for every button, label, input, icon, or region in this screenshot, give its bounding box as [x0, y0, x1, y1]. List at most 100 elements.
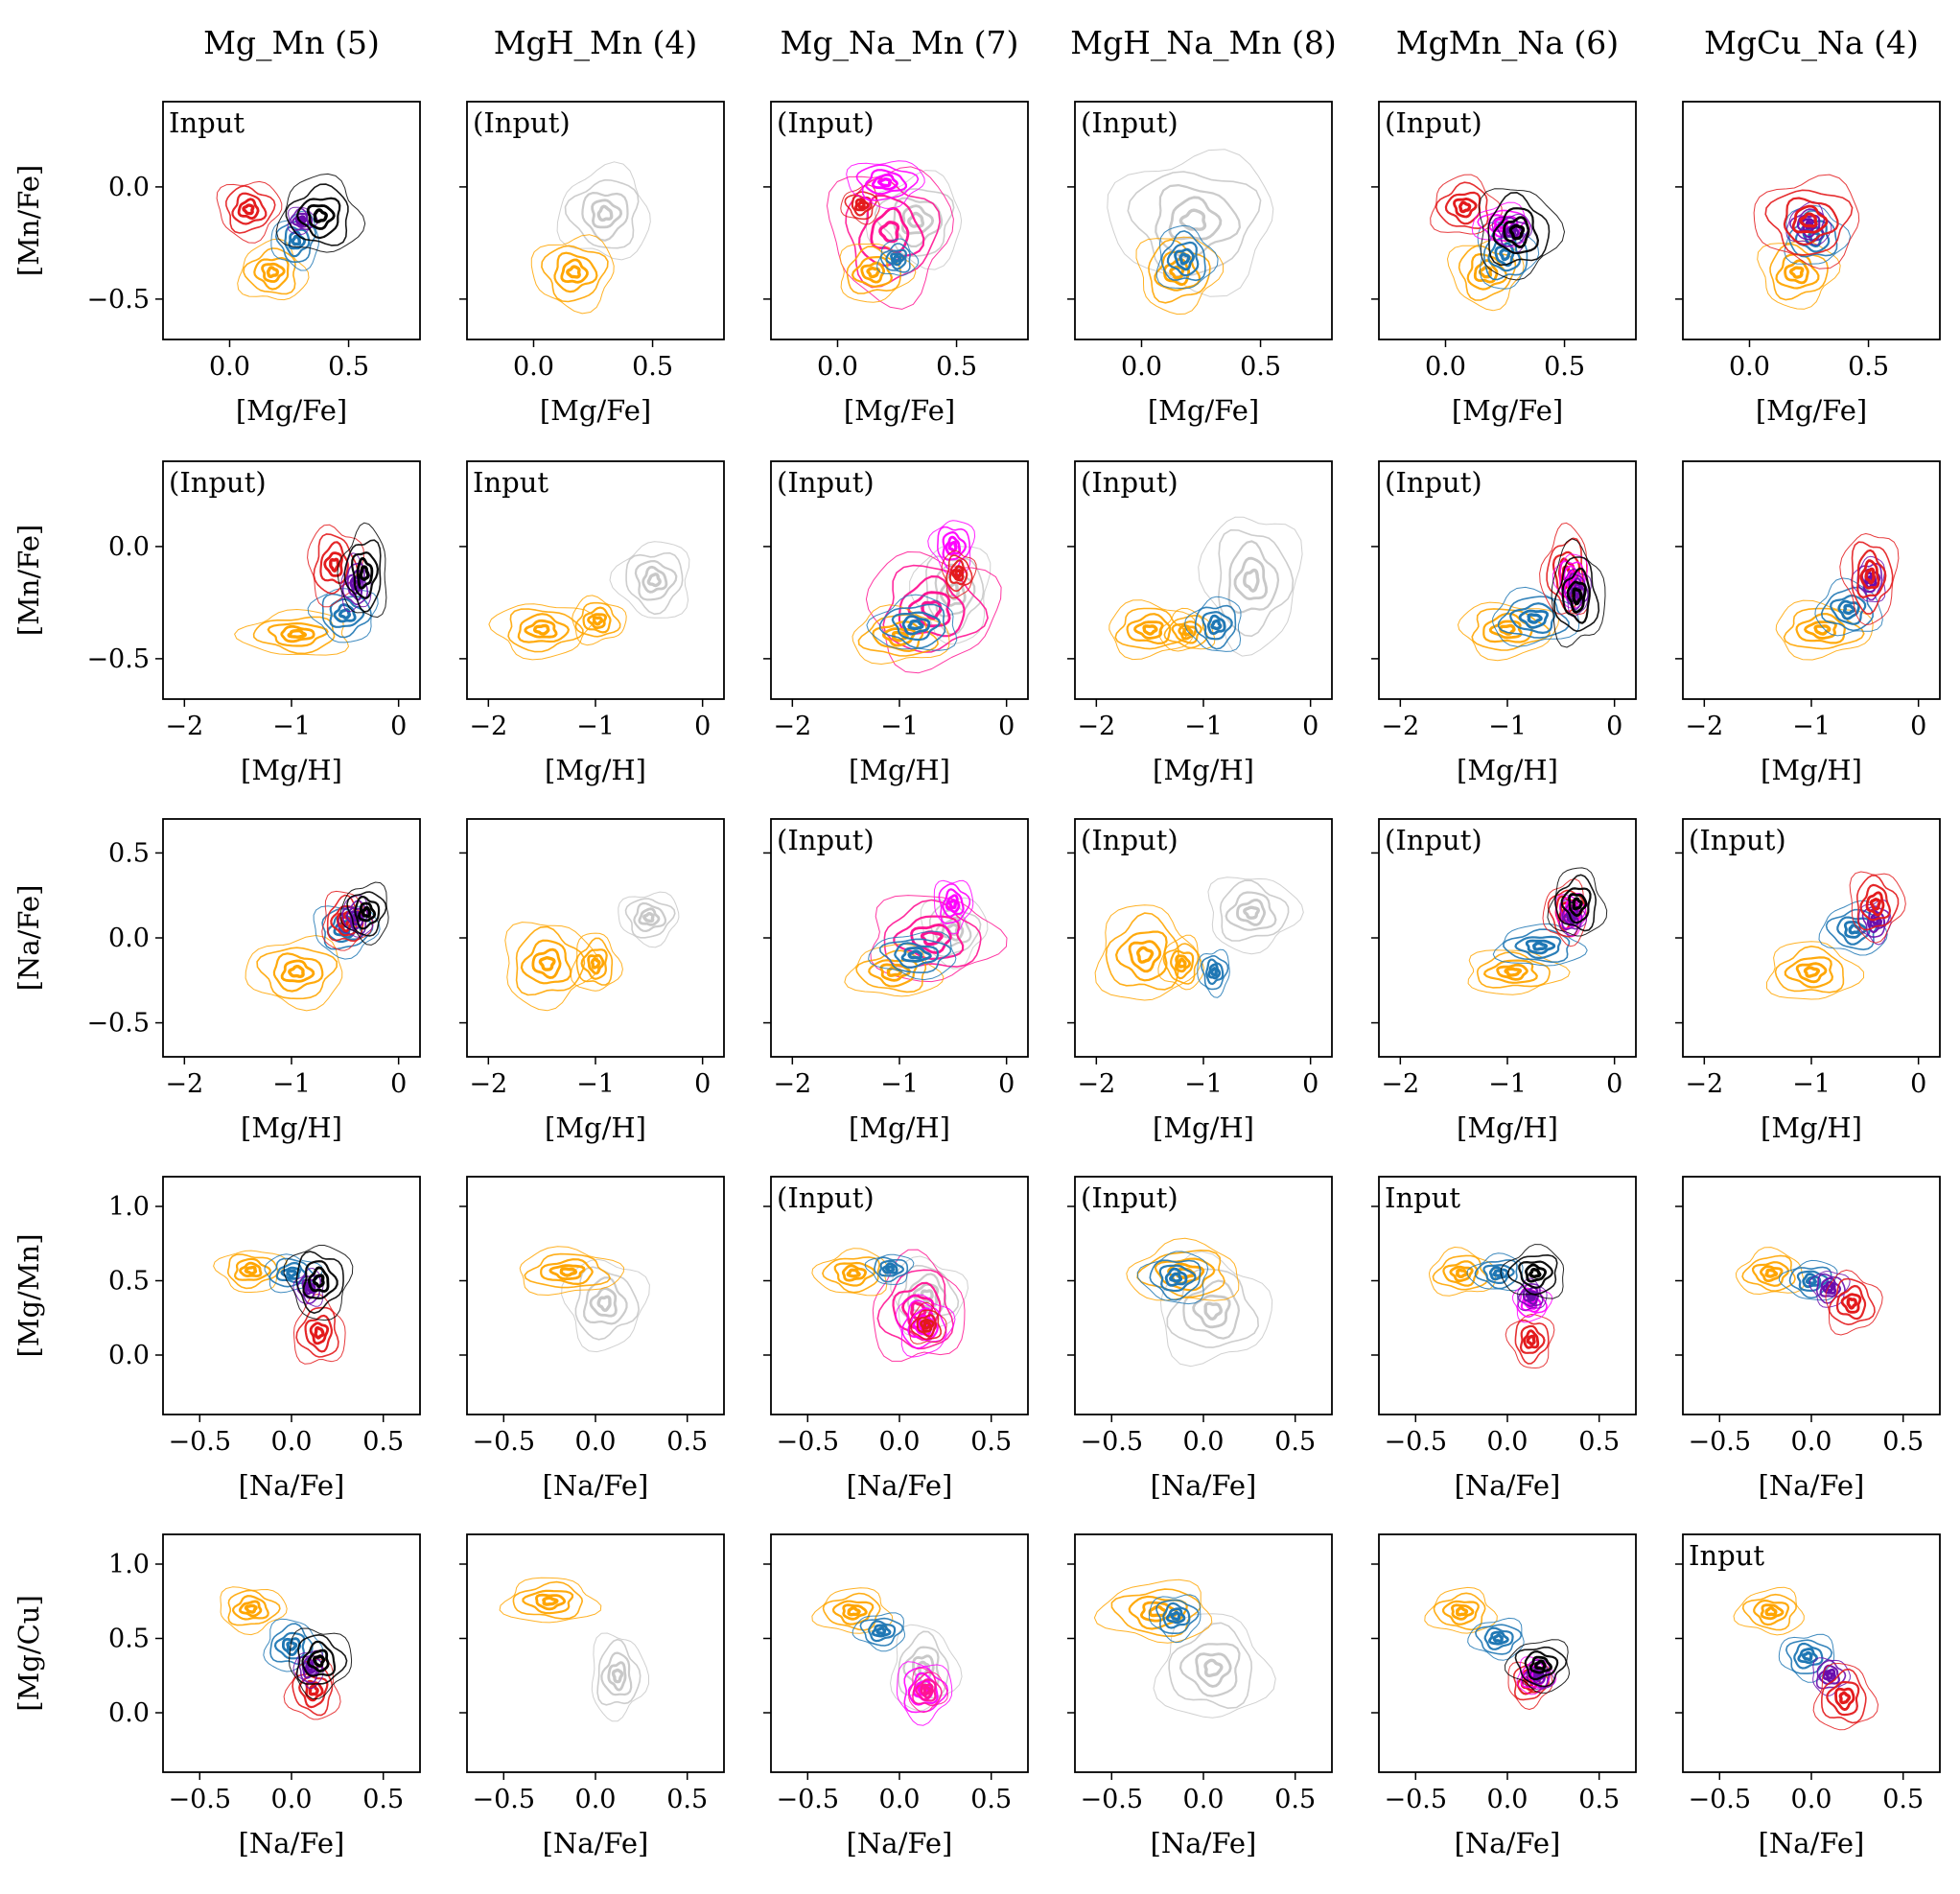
contour-blue: [866, 594, 958, 651]
contour-grey: [618, 891, 680, 948]
contour-black: [301, 1640, 337, 1677]
x-tick-label: −1: [576, 1069, 615, 1099]
input-annotation: Input: [1689, 1539, 1764, 1572]
x-tick-label: 0: [390, 712, 407, 741]
contour-orange: [1442, 1260, 1479, 1287]
contour-magenta: [945, 535, 962, 556]
contour-pink: [827, 166, 954, 310]
contour-grey: [1218, 528, 1295, 638]
contour-blue: [333, 603, 357, 623]
contour-black: [295, 1634, 348, 1685]
contour-black: [361, 905, 372, 919]
contour-orange: [1466, 253, 1508, 291]
contour-grey: [596, 1638, 642, 1706]
subplot: 0.0 0.5 [Mg/Fe]: [1675, 101, 1941, 427]
contour-pink: [921, 599, 943, 620]
x-tick-label: 0.0: [817, 352, 858, 382]
contour-orange: [841, 1264, 867, 1282]
contour-grey: [925, 555, 985, 636]
x-tick-label: 0: [1910, 712, 1926, 741]
contour-orange: [1764, 1268, 1779, 1278]
x-tick-label: −0.5: [473, 1427, 536, 1457]
contour-grey: [1207, 877, 1304, 955]
x-tick-label: −0.5: [1385, 1427, 1448, 1457]
contour-magenta: [907, 1672, 939, 1706]
contour-orange: [272, 952, 324, 993]
contour-orange: [1741, 1593, 1797, 1631]
x-tick-label: 0.5: [1848, 352, 1889, 382]
contour-orange: [1741, 1254, 1796, 1292]
contour-layer: [1753, 174, 1860, 310]
contour-orange: [1114, 607, 1188, 650]
contour-red: [1519, 1324, 1546, 1354]
contour-purple: [341, 562, 369, 605]
contour-orange: [553, 251, 598, 293]
x-tick-label: −2: [1077, 1069, 1115, 1099]
axes-frame: [1682, 460, 1941, 700]
contour-blue: [907, 949, 923, 960]
contour-black: [354, 896, 381, 930]
contour-blue: [1475, 1624, 1523, 1655]
contour-blue: [901, 615, 931, 636]
contour-blue: [1148, 1594, 1202, 1644]
contour-red: [1514, 1320, 1550, 1365]
contour-red: [1849, 871, 1906, 944]
y-tick-label: 0.0: [108, 173, 150, 202]
contour-purple: [292, 1268, 324, 1307]
input-annotation: (Input): [1081, 824, 1178, 856]
contour-purple: [292, 212, 310, 228]
contour-red: [1547, 889, 1585, 938]
contour-black: [1566, 580, 1587, 614]
contour-blue: [1184, 596, 1242, 652]
contour-blue: [1201, 955, 1229, 991]
contour-layer: [1430, 174, 1565, 312]
contour-layer: [216, 173, 366, 301]
contour-orange: [540, 1258, 594, 1285]
x-tick-label: 0.5: [1578, 1785, 1620, 1814]
contour-red: [954, 569, 963, 579]
contour-blue: [875, 1626, 887, 1636]
contour-orange: [580, 948, 608, 980]
contour-blue: [1805, 1275, 1817, 1285]
contour-blue: [1492, 1633, 1504, 1643]
contour-orange: [846, 246, 901, 294]
x-axis-label: [Na/Fe]: [1455, 1827, 1561, 1859]
x-axis-label: [Mg/H]: [1153, 754, 1254, 786]
contour-layer: [852, 520, 1002, 674]
axes-frame: [1682, 101, 1941, 340]
contour-blue: [890, 252, 905, 267]
contour-black: [312, 1274, 325, 1288]
contour-red: [1753, 174, 1860, 269]
axes-frame: [162, 1533, 421, 1773]
contour-orange: [570, 932, 623, 992]
contour-orange: [530, 234, 615, 315]
x-tick-label: 0: [694, 712, 711, 741]
contour-pink: [907, 591, 951, 628]
contour-orange: [280, 959, 315, 983]
contour-black: [302, 1260, 338, 1299]
contour-red: [309, 1321, 330, 1345]
y-tick-label: 0.0: [108, 532, 150, 562]
contour-black: [359, 565, 370, 581]
contour-blue: [885, 248, 907, 270]
contour-red: [920, 1318, 935, 1333]
x-tick-label: 0.0: [1729, 352, 1770, 382]
contour-black: [1508, 223, 1526, 241]
subplot: 0.0 0.5 [Mg/Fe] (Input): [763, 101, 1029, 427]
contour-orange: [591, 957, 601, 970]
contour-blue: [1797, 1648, 1818, 1665]
contour-orange: [541, 245, 609, 303]
subplot: −0.5 0.0 0.5 [Na/Fe]: [1371, 1533, 1637, 1859]
contour-grey: [591, 199, 622, 229]
contour-grey: [589, 1287, 618, 1318]
contour-orange: [1784, 956, 1833, 989]
contour-orange: [1458, 601, 1560, 662]
contour-layer: [1108, 516, 1303, 661]
contour-grey: [1153, 1613, 1276, 1719]
subplot: −0.5 0.0 0.5 1.0 0.5 0.0 [Na/Fe]: [108, 1176, 421, 1502]
contour-black: [1572, 587, 1583, 606]
contour-pink: [872, 1249, 966, 1362]
contour-orange: [1163, 615, 1208, 649]
x-axis-label: [Na/Fe]: [239, 1827, 345, 1859]
contour-red: [298, 1674, 329, 1709]
